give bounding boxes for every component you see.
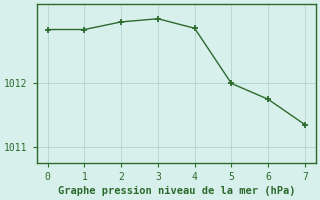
X-axis label: Graphe pression niveau de la mer (hPa): Graphe pression niveau de la mer (hPa) <box>58 186 295 196</box>
